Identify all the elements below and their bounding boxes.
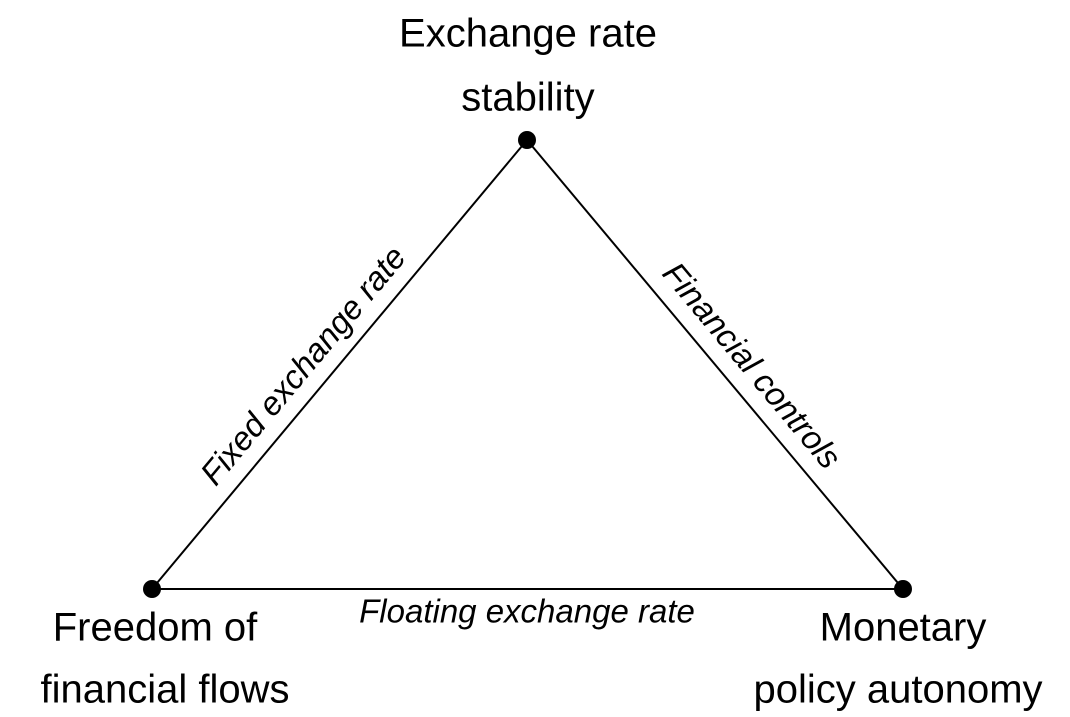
vertex-dot <box>894 580 912 598</box>
triangle <box>143 131 912 598</box>
edge-label: Floating exchange rate <box>359 593 695 630</box>
edge-label: Financial controls <box>656 255 849 476</box>
edge-line <box>151 139 528 590</box>
node-label: stability <box>461 76 594 120</box>
node-label: Freedom of <box>53 606 258 650</box>
node-label: policy autonomy <box>753 668 1042 712</box>
vertex-dot <box>143 580 161 598</box>
node-label: Monetary <box>820 606 987 650</box>
edge-label: Fixed exchange rate <box>193 239 413 492</box>
vertex-dot <box>518 131 536 149</box>
node-label: Exchange rate <box>399 12 657 56</box>
edge-line <box>526 139 904 590</box>
node-label: financial flows <box>40 668 289 712</box>
